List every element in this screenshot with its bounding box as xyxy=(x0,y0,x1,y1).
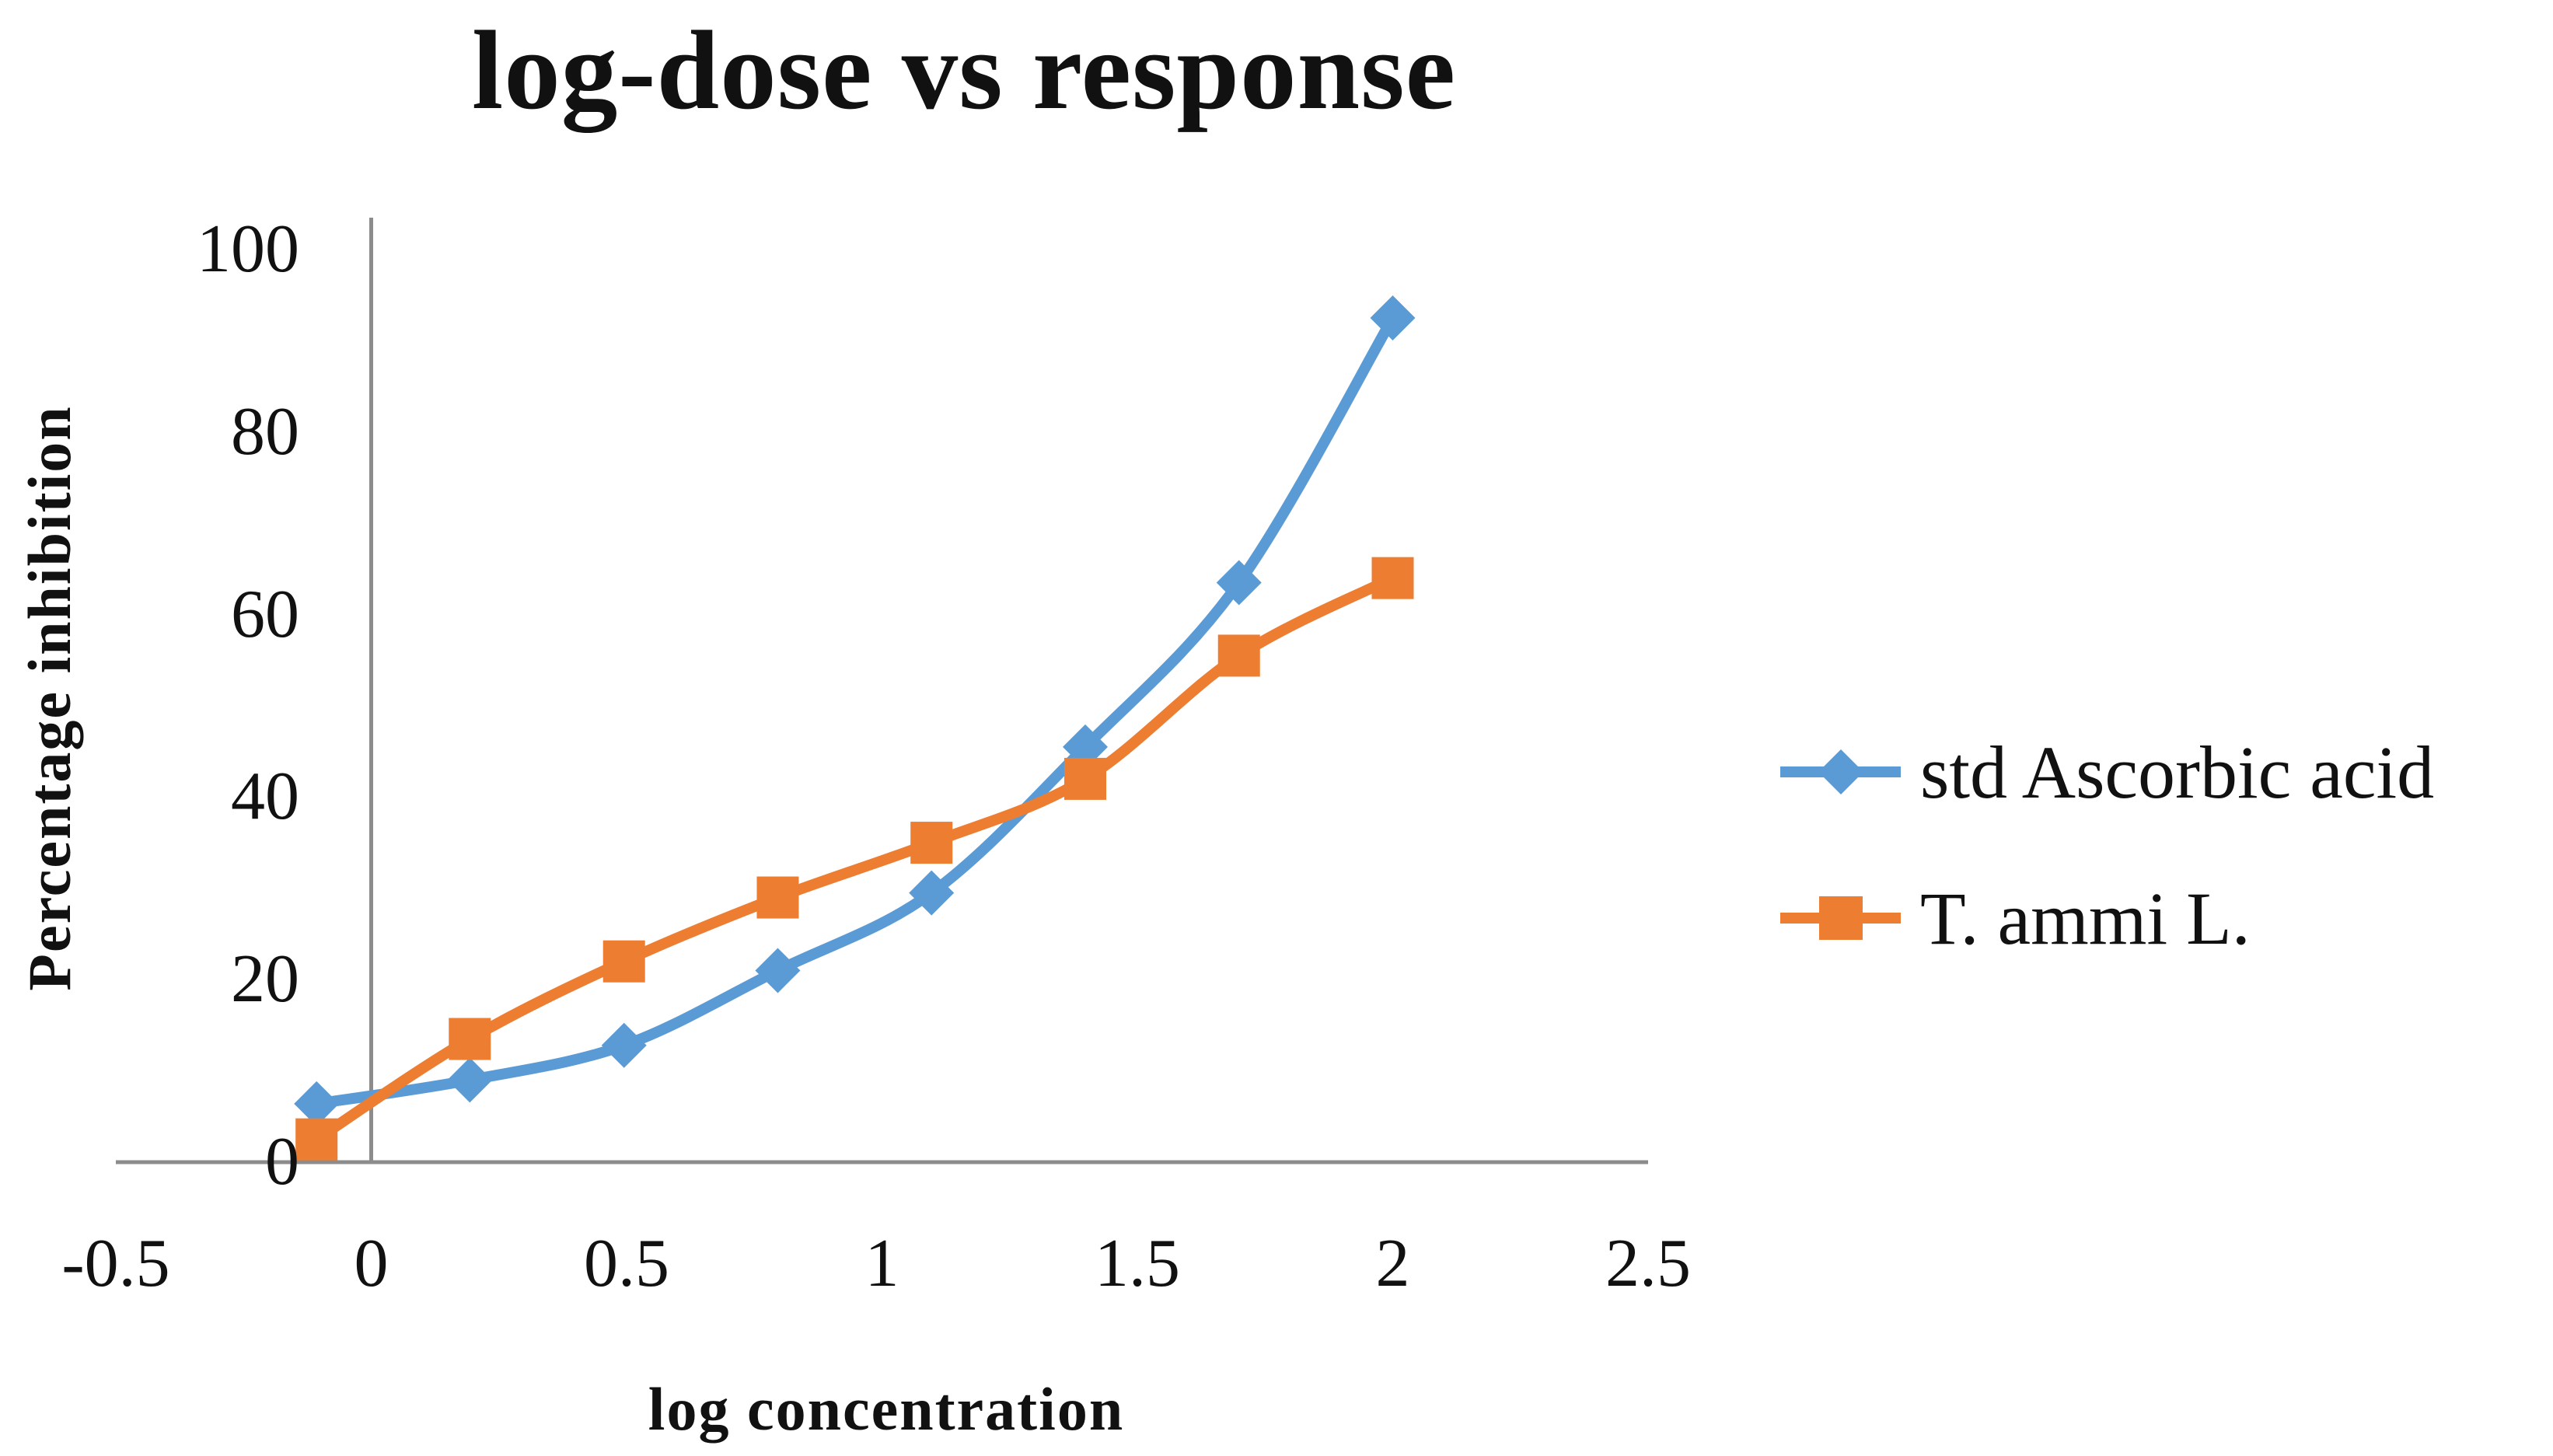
y-tick-label: 100 xyxy=(197,211,299,287)
data-point-std-ascorbic-acid xyxy=(294,1081,340,1126)
legend-label: T. ammi L. xyxy=(1920,876,2251,960)
data-point-std-ascorbic-acid xyxy=(755,948,801,993)
series-line-std-ascorbic-acid xyxy=(311,312,1399,1109)
data-point-std-ascorbic-acid xyxy=(909,870,955,916)
y-axis-title: Percentage inhibition xyxy=(16,405,83,991)
legend-diamond-marker-icon xyxy=(1780,749,1901,794)
x-tick-label: 1 xyxy=(864,1226,899,1301)
data-point-std-ascorbic-acid xyxy=(601,1022,647,1068)
y-tick-label: 20 xyxy=(231,941,299,1018)
x-tick-label: 0.5 xyxy=(584,1226,669,1301)
data-point-t-ammi-l xyxy=(295,1118,338,1161)
legend-item-std-ascorbic-acid: std Ascorbic acid xyxy=(1780,714,2434,830)
legend-item-t-ammi-l: T. ammi L. xyxy=(1780,860,2434,976)
x-tick-label: 2 xyxy=(1375,1226,1410,1301)
x-tick-label: 0 xyxy=(354,1226,389,1301)
data-point-std-ascorbic-acid xyxy=(1370,295,1416,341)
legend-square-marker-icon xyxy=(1780,896,1901,940)
data-point-t-ammi-l xyxy=(1371,557,1414,599)
data-point-std-ascorbic-acid xyxy=(1216,560,1262,606)
legend: std Ascorbic acid T. ammi L. xyxy=(1780,714,2434,1006)
y-tick-label: 80 xyxy=(231,393,299,470)
x-tick-label: 1.5 xyxy=(1095,1226,1180,1301)
data-point-std-ascorbic-acid xyxy=(447,1057,493,1103)
data-point-t-ammi-l xyxy=(449,1018,491,1060)
data-point-t-ammi-l xyxy=(1217,634,1260,677)
data-point-t-ammi-l xyxy=(756,876,799,919)
x-tick-label: 2.5 xyxy=(1605,1226,1691,1301)
y-tick-label: 0 xyxy=(265,1124,299,1199)
data-point-t-ammi-l xyxy=(602,940,645,983)
chart-title: log-dose vs response xyxy=(471,9,1457,133)
data-point-t-ammi-l xyxy=(910,822,953,864)
x-tick-label: -0.5 xyxy=(61,1226,170,1301)
legend-label: std Ascorbic acid xyxy=(1920,730,2435,814)
y-tick-label: 60 xyxy=(231,576,299,652)
data-point-t-ammi-l xyxy=(1063,757,1106,800)
y-tick-label: 40 xyxy=(231,759,299,835)
x-axis-title: log concentration xyxy=(648,1375,1125,1443)
